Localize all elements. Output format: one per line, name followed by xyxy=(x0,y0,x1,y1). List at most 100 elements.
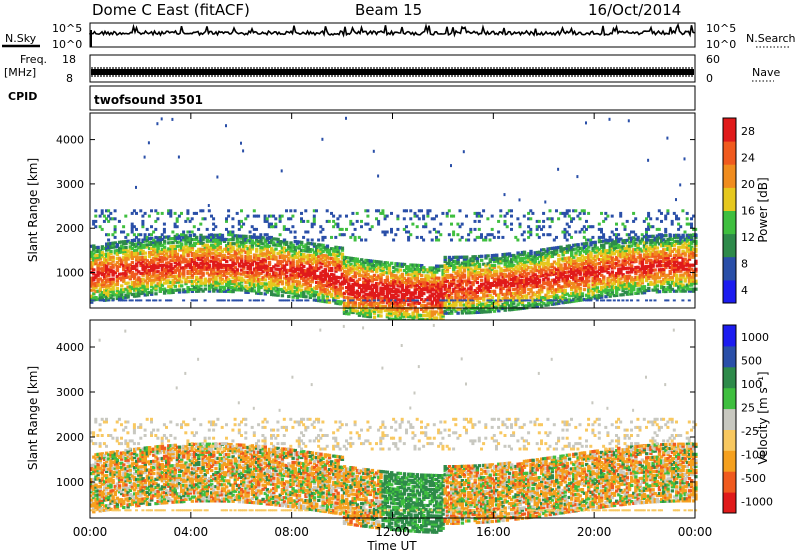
echo-cell xyxy=(505,296,510,300)
echo-cell xyxy=(201,259,205,263)
echo-cell xyxy=(171,282,175,286)
echo-cell xyxy=(372,259,377,263)
echo-cell xyxy=(454,261,458,265)
echo-cell xyxy=(276,251,280,255)
echo-cell xyxy=(518,281,522,285)
echo-cell xyxy=(317,245,321,249)
echo-cell xyxy=(304,283,308,287)
echo-cell xyxy=(306,291,310,295)
echo-cell xyxy=(432,284,437,288)
echo-cell xyxy=(385,230,389,234)
echo-cell xyxy=(242,286,246,290)
echo-cell xyxy=(297,258,302,262)
echo-cell xyxy=(447,283,452,287)
echo-cell xyxy=(107,272,111,276)
echo-cell xyxy=(518,261,522,265)
echo-cell xyxy=(454,293,458,297)
nsky-label: N.Sky xyxy=(5,32,37,45)
echo-cell xyxy=(522,230,526,234)
echo-cell xyxy=(529,289,533,293)
echo-cell xyxy=(394,316,398,320)
freq-tick-bottom: 8 xyxy=(66,72,73,85)
echo-cell xyxy=(270,225,273,229)
echo-cell xyxy=(557,259,561,264)
echo-cell xyxy=(422,300,426,304)
echo-cell xyxy=(272,287,276,291)
echo-cell xyxy=(351,283,355,287)
echo-cell xyxy=(332,281,336,285)
echo-cell xyxy=(370,303,375,307)
echo-cell xyxy=(555,282,559,286)
noise-left-tick-bottom: 10^0 xyxy=(52,38,82,51)
echo-cell xyxy=(454,271,458,275)
echo-cell xyxy=(141,277,145,281)
echo-cell xyxy=(353,305,357,309)
echo-cell xyxy=(505,288,510,292)
echo-cell xyxy=(186,230,190,234)
echo-cell xyxy=(282,238,287,242)
echo-cell xyxy=(250,283,255,287)
echo-cell xyxy=(137,258,141,262)
echo-cell xyxy=(518,287,522,291)
echo-cell xyxy=(109,241,113,246)
echo-cell xyxy=(317,277,321,281)
echo-cell xyxy=(117,276,122,280)
echo-cell xyxy=(212,275,216,279)
echo-cell xyxy=(306,257,310,261)
echo-cell xyxy=(327,252,332,256)
echo-cell xyxy=(546,257,550,261)
echo-cell xyxy=(512,255,516,260)
echo-cell xyxy=(372,311,377,315)
echo-cell xyxy=(304,243,308,247)
echo-cell xyxy=(529,249,533,253)
echo-cell xyxy=(160,267,165,271)
echo-cell xyxy=(512,301,516,305)
echo-cell xyxy=(428,314,432,318)
echo-cell xyxy=(218,299,222,302)
echo-cell xyxy=(456,279,460,283)
echo-cell xyxy=(507,278,512,282)
echo-cell xyxy=(537,284,542,288)
echo-cell xyxy=(212,267,216,271)
echo-cell xyxy=(574,253,578,257)
echo-cell xyxy=(306,271,310,275)
echo-cell xyxy=(173,270,177,274)
echo-cell xyxy=(520,272,525,276)
echo-cell xyxy=(169,287,173,291)
echo-cell xyxy=(310,268,315,272)
echo-cell xyxy=(117,292,122,296)
echo-cell xyxy=(252,253,257,257)
echo-cell xyxy=(387,311,392,315)
echo-cell xyxy=(405,308,409,313)
echo-cell xyxy=(475,214,479,218)
echo-cell xyxy=(357,277,362,281)
echo-cell xyxy=(190,287,195,291)
echo-cell xyxy=(162,257,167,261)
echo-cell xyxy=(94,225,98,229)
echo-cell xyxy=(233,276,237,280)
echo-cell xyxy=(267,235,271,239)
echo-cell xyxy=(458,281,462,285)
echo-cell xyxy=(357,263,362,268)
echo-cell xyxy=(413,281,417,285)
echo-cell xyxy=(310,266,315,270)
echo-cell xyxy=(135,254,139,258)
echo-cell xyxy=(207,279,212,283)
echo-cell xyxy=(394,288,398,292)
echo-cell xyxy=(325,296,330,300)
echo-cell xyxy=(432,316,437,320)
echo-cell xyxy=(396,270,400,274)
echo-cell xyxy=(409,283,413,287)
echo-cell xyxy=(360,312,364,316)
echo-cell xyxy=(409,209,413,213)
echo-cell xyxy=(141,249,145,253)
echo-cell xyxy=(195,271,199,275)
echo-cell xyxy=(552,272,557,276)
echo-cell xyxy=(565,238,569,242)
echo-cell xyxy=(345,274,349,278)
echo-cell xyxy=(240,276,244,280)
echo-cell xyxy=(572,255,576,259)
echo-cell xyxy=(572,209,576,213)
echo-cell xyxy=(297,274,302,278)
